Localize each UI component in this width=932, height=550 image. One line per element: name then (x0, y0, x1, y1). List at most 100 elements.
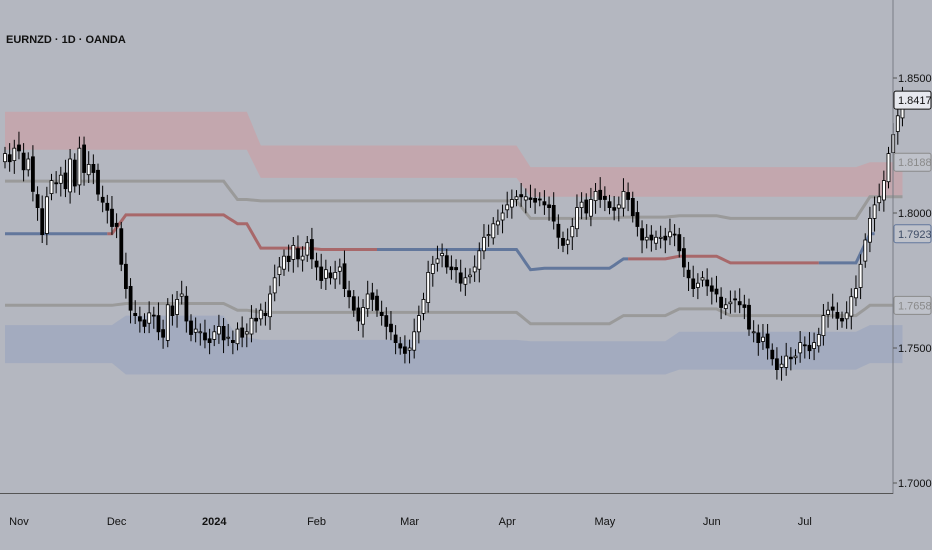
candle-body-bull (854, 288, 858, 299)
candle-body-bull (798, 342, 803, 354)
upper-inner-line (5, 179, 903, 220)
candle-body-bull (300, 255, 305, 261)
candle (203, 319, 207, 349)
candle-body-bear (384, 315, 389, 327)
candle-body-bull (793, 355, 798, 359)
candle (658, 225, 663, 249)
candle-body-bull (514, 196, 519, 200)
candle (100, 185, 105, 213)
candle (802, 336, 807, 359)
candle-body-bear (835, 311, 840, 319)
candle-body-bear (389, 323, 393, 333)
y-tick-label: 1.75000 (898, 343, 932, 355)
candle-body-bear (203, 332, 207, 341)
candle (844, 301, 849, 329)
lower-band (5, 315, 903, 375)
x-tick-label: Jul (798, 516, 812, 528)
candle-body-bull (463, 277, 468, 285)
candle-body-bull (877, 196, 882, 204)
candle (621, 178, 626, 217)
candle-body-bull (844, 312, 849, 320)
x-tick-label: Jun (703, 516, 721, 528)
candle-body-bear (709, 285, 714, 292)
candle-body-bull (272, 277, 277, 294)
x-tick-label: Dec (107, 516, 127, 528)
candle-body-bear (286, 255, 291, 263)
candle-body-bull (58, 174, 63, 184)
candle-body-bear (356, 307, 361, 322)
candle-body-bear (444, 255, 449, 268)
candle (589, 187, 593, 227)
candle-body-bear (82, 144, 86, 173)
candle (7, 143, 12, 172)
candle (21, 143, 26, 182)
candle-body-bear (142, 319, 147, 327)
candle-body-bull (179, 293, 184, 297)
x-tick-label: May (594, 516, 615, 528)
candle-body-bear (449, 266, 454, 271)
candle (407, 339, 412, 364)
upper-band (5, 111, 903, 197)
candle (626, 182, 630, 212)
candle-body-bear (314, 260, 319, 268)
candle-body-bull (268, 293, 273, 318)
candle (430, 255, 435, 287)
candle-body-bear (133, 312, 138, 316)
candle (463, 267, 468, 296)
candle (361, 299, 366, 338)
candle (561, 231, 565, 253)
candle (49, 173, 54, 201)
candle (133, 300, 138, 324)
candle-body-bear (319, 266, 324, 281)
candle (370, 282, 375, 311)
candle-body-bear (151, 314, 156, 317)
candle-body-bear (72, 159, 77, 187)
candle (189, 314, 193, 342)
candle (333, 260, 338, 289)
candle (300, 246, 305, 272)
price-labels: 1.84176 1.81882 1.79232 1.76581 (893, 90, 932, 315)
candle-body-bull (565, 239, 570, 245)
candle (114, 213, 119, 239)
candle-body-bear (156, 315, 161, 333)
candle (612, 196, 617, 221)
candle (128, 278, 133, 324)
candle-body-bull (86, 163, 91, 176)
candle (616, 196, 621, 222)
candle (486, 224, 491, 247)
candle-body-bull (407, 347, 412, 351)
candle-body-bull (589, 199, 593, 217)
candle-body-bull (509, 199, 514, 208)
candle (812, 332, 816, 361)
candle (719, 287, 723, 320)
candle (575, 194, 579, 237)
candle (775, 347, 779, 380)
candle (40, 195, 45, 243)
candle (86, 151, 91, 183)
candle-body-bull (258, 309, 263, 320)
candle-body-bear (458, 272, 463, 284)
candle-body-bull (868, 217, 872, 243)
time-axis[interactable]: Nov Dec 2024 Feb Mar Apr May Jun Jul (9, 516, 812, 528)
candle-body-bear (137, 316, 142, 322)
candle-body-bear (114, 222, 119, 227)
channel-bands (5, 111, 903, 375)
x-tick-label: Feb (307, 516, 326, 528)
price-axis[interactable]: 1.85000 1.80000 1.75000 1.70000 (893, 73, 932, 490)
candle (337, 258, 342, 285)
candle-body-bull (696, 282, 700, 288)
candle-body-bull (472, 266, 477, 273)
candle-body-bear (756, 332, 761, 343)
candle-body-bull (858, 263, 863, 288)
candle (863, 233, 868, 268)
candle (119, 221, 124, 272)
candle (533, 188, 537, 214)
candle-body-bear (230, 339, 235, 343)
candle (882, 170, 886, 212)
candle-body-bear (626, 192, 630, 200)
candle-body-bear (63, 172, 68, 190)
candle (570, 218, 575, 250)
candle-body-bull (779, 363, 784, 368)
candle (509, 189, 514, 219)
